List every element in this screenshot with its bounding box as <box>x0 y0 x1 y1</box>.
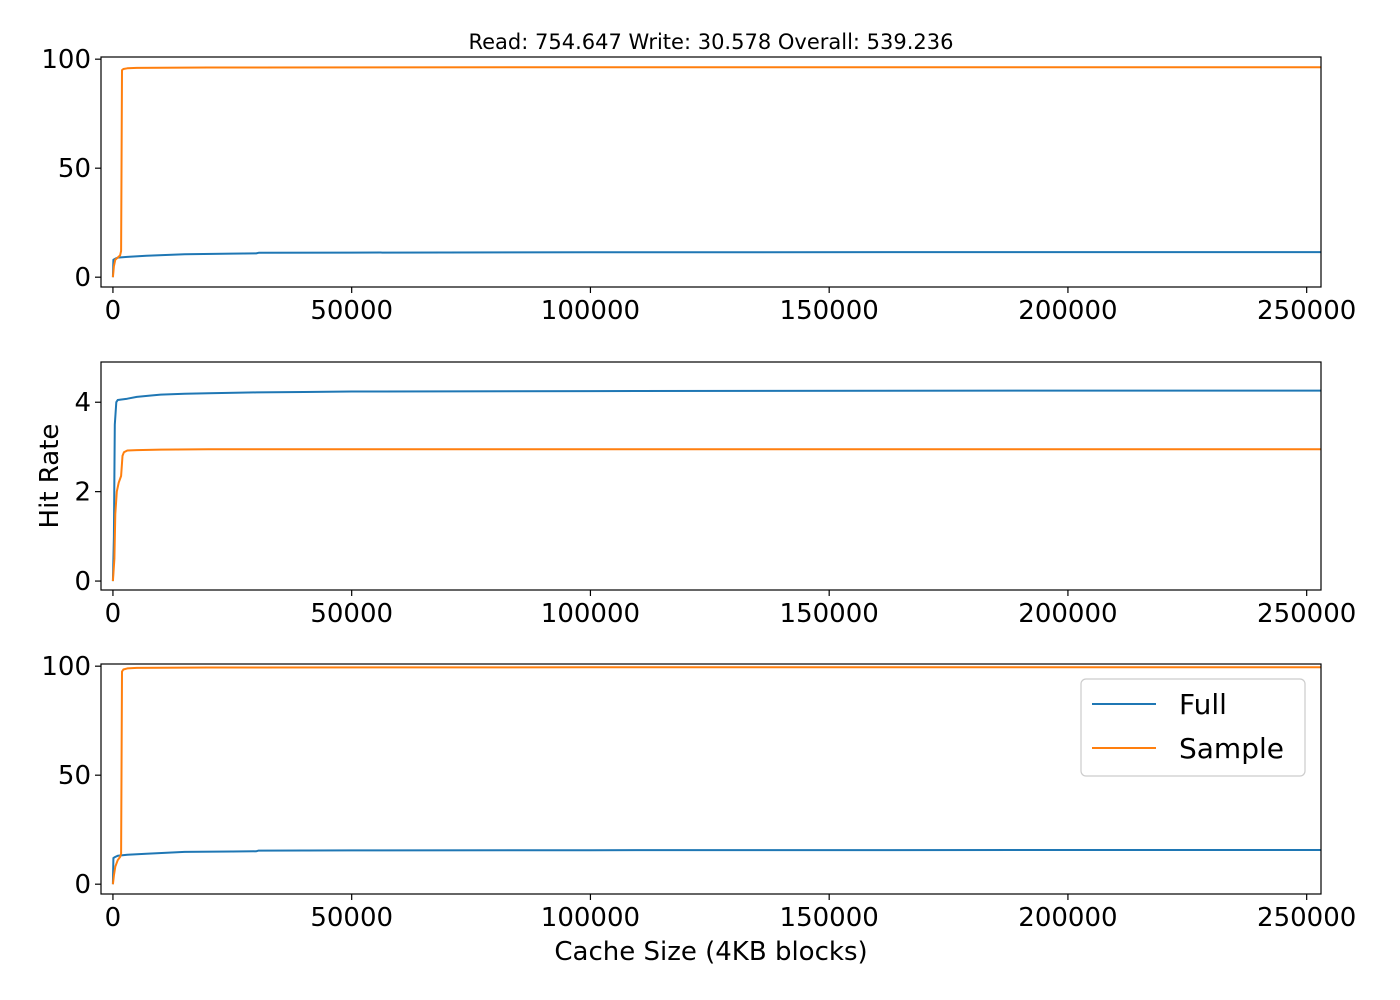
y-tick-label: 50 <box>58 154 91 184</box>
series-line-sample <box>111 66 1321 278</box>
series-line-full <box>111 389 1321 582</box>
y-tick-label: 100 <box>41 45 91 75</box>
series-line-sample <box>111 666 1321 885</box>
x-tick-label: 200000 <box>1018 599 1117 629</box>
x-tick-label: 50000 <box>310 296 393 326</box>
x-tick-label: 200000 <box>1018 903 1117 933</box>
y-tick-label: 100 <box>41 652 91 682</box>
series-group <box>111 389 1321 582</box>
x-tick-label: 100000 <box>541 296 640 326</box>
series-group <box>111 666 1321 885</box>
x-tick-label: 200000 <box>1018 296 1117 326</box>
x-tick-label: 0 <box>105 296 122 326</box>
x-tick-label: 150000 <box>780 903 879 933</box>
x-tick-label: 250000 <box>1257 599 1356 629</box>
plot-frame <box>100 56 1322 288</box>
legend-label-full: Full <box>1179 688 1227 721</box>
x-tick-label: 50000 <box>310 903 393 933</box>
x-tick-label: 50000 <box>310 599 393 629</box>
panel-3: 0 50000 100000 150000 200000 250000 0 50 100 <box>41 652 1356 933</box>
x-tick-label: 100000 <box>541 599 640 629</box>
series-line-full <box>111 849 1321 885</box>
x-axis-label: Cache Size (4KB blocks) <box>554 937 867 967</box>
y-tick-label: 50 <box>58 761 91 791</box>
y-tick-label: 2 <box>74 478 91 508</box>
x-tick-label: 250000 <box>1257 296 1356 326</box>
chart-title: Read: 754.647 Write: 30.578 Overall: 539… <box>468 30 953 54</box>
series-line-full <box>111 251 1321 278</box>
x-tick-label: 100000 <box>541 903 640 933</box>
x-tick-label: 250000 <box>1257 903 1356 933</box>
panel-2: 0 50000 100000 150000 200000 250000 0 2 4 Hit Rat… <box>35 361 1356 629</box>
legend-label-sample: Sample <box>1179 732 1284 765</box>
legend: Full Sample <box>1080 678 1306 777</box>
x-tick-label: 150000 <box>780 296 879 326</box>
series-line-sample <box>111 448 1321 582</box>
series-group <box>111 66 1321 278</box>
x-tick-label: 0 <box>105 903 122 933</box>
x-tick-label: 0 <box>105 599 122 629</box>
y-tick-label: 4 <box>74 388 91 418</box>
plot-frame <box>100 361 1322 591</box>
y-tick-label: 0 <box>74 567 91 597</box>
y-tick-label: 0 <box>74 263 91 293</box>
y-tick-label: 0 <box>74 870 91 900</box>
x-tick-label: 150000 <box>780 599 879 629</box>
panel-1: 0 50000 100000 150000 200000 250000 0 50 100 <box>41 45 1356 326</box>
plot-frame <box>100 663 1322 895</box>
y-axis-label: Hit Rate <box>35 424 65 529</box>
